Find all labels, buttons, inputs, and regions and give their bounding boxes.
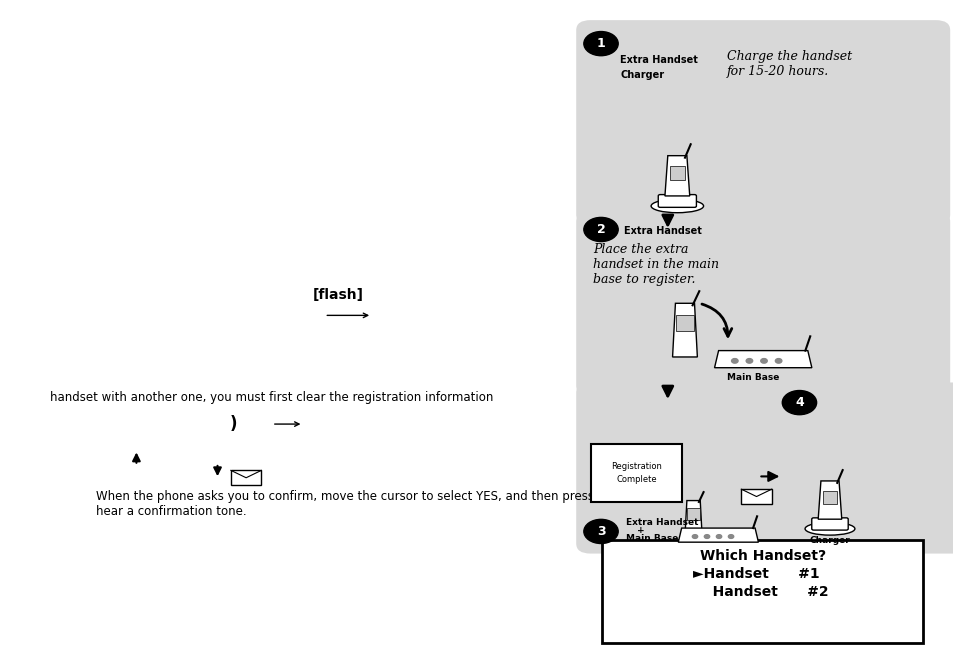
Text: ►Handset      #1: ►Handset #1 <box>693 567 819 580</box>
Text: Extra Handset: Extra Handset <box>623 227 701 236</box>
Text: Registration: Registration <box>610 462 661 471</box>
Circle shape <box>692 535 697 538</box>
FancyBboxPatch shape <box>676 315 693 331</box>
FancyBboxPatch shape <box>811 518 847 530</box>
Circle shape <box>731 358 738 363</box>
Polygon shape <box>684 501 701 538</box>
Circle shape <box>775 358 781 363</box>
Text: 1: 1 <box>596 37 605 50</box>
FancyBboxPatch shape <box>686 509 700 520</box>
FancyBboxPatch shape <box>576 20 949 225</box>
Circle shape <box>728 535 733 538</box>
Text: Charger: Charger <box>619 70 663 80</box>
FancyBboxPatch shape <box>576 211 949 396</box>
Polygon shape <box>678 528 758 542</box>
FancyBboxPatch shape <box>658 195 696 207</box>
Bar <box>231 470 261 485</box>
Text: Charger: Charger <box>809 536 849 546</box>
Text: Which Handset?: Which Handset? <box>700 549 825 562</box>
Circle shape <box>703 535 709 538</box>
FancyBboxPatch shape <box>576 382 953 554</box>
Circle shape <box>781 391 816 415</box>
Text: Extra Handset: Extra Handset <box>625 517 698 527</box>
Circle shape <box>583 519 618 544</box>
Text: 2: 2 <box>596 223 605 236</box>
Text: Complete: Complete <box>616 474 656 484</box>
Circle shape <box>716 535 721 538</box>
Text: ): ) <box>230 415 237 433</box>
Polygon shape <box>672 303 697 357</box>
Polygon shape <box>714 350 811 368</box>
Polygon shape <box>664 156 689 196</box>
Text: Main Base: Main Base <box>625 533 678 543</box>
Ellipse shape <box>650 199 702 213</box>
Circle shape <box>745 358 752 363</box>
Bar <box>740 489 771 504</box>
FancyBboxPatch shape <box>669 166 684 180</box>
Text: base to register.: base to register. <box>593 272 695 286</box>
Text: [flash]: [flash] <box>313 289 364 302</box>
Text: Place the extra: Place the extra <box>593 243 688 256</box>
Text: Main Base: Main Base <box>727 372 779 382</box>
Text: 3: 3 <box>596 525 605 538</box>
FancyBboxPatch shape <box>590 444 681 502</box>
Text: When the phone asks you to confirm, move the cursor to select YES, and then pres: When the phone asks you to confirm, move… <box>96 490 594 503</box>
FancyBboxPatch shape <box>601 540 922 643</box>
Ellipse shape <box>804 522 854 535</box>
Text: Charge the handset: Charge the handset <box>726 50 851 63</box>
Circle shape <box>583 32 618 56</box>
Text: Extra Handset: Extra Handset <box>619 56 698 65</box>
Text: for 15-20 hours.: for 15-20 hours. <box>726 65 828 79</box>
Text: handset with another one, you must first clear the registration information: handset with another one, you must first… <box>50 391 493 404</box>
Circle shape <box>583 217 618 242</box>
Text: Handset      #2: Handset #2 <box>698 585 827 599</box>
Text: +: + <box>637 525 644 535</box>
Text: handset in the main: handset in the main <box>593 258 719 271</box>
Circle shape <box>760 358 766 363</box>
FancyBboxPatch shape <box>821 491 837 504</box>
Text: 4: 4 <box>794 396 803 409</box>
Text: hear a confirmation tone.: hear a confirmation tone. <box>96 505 247 518</box>
Polygon shape <box>818 481 841 519</box>
